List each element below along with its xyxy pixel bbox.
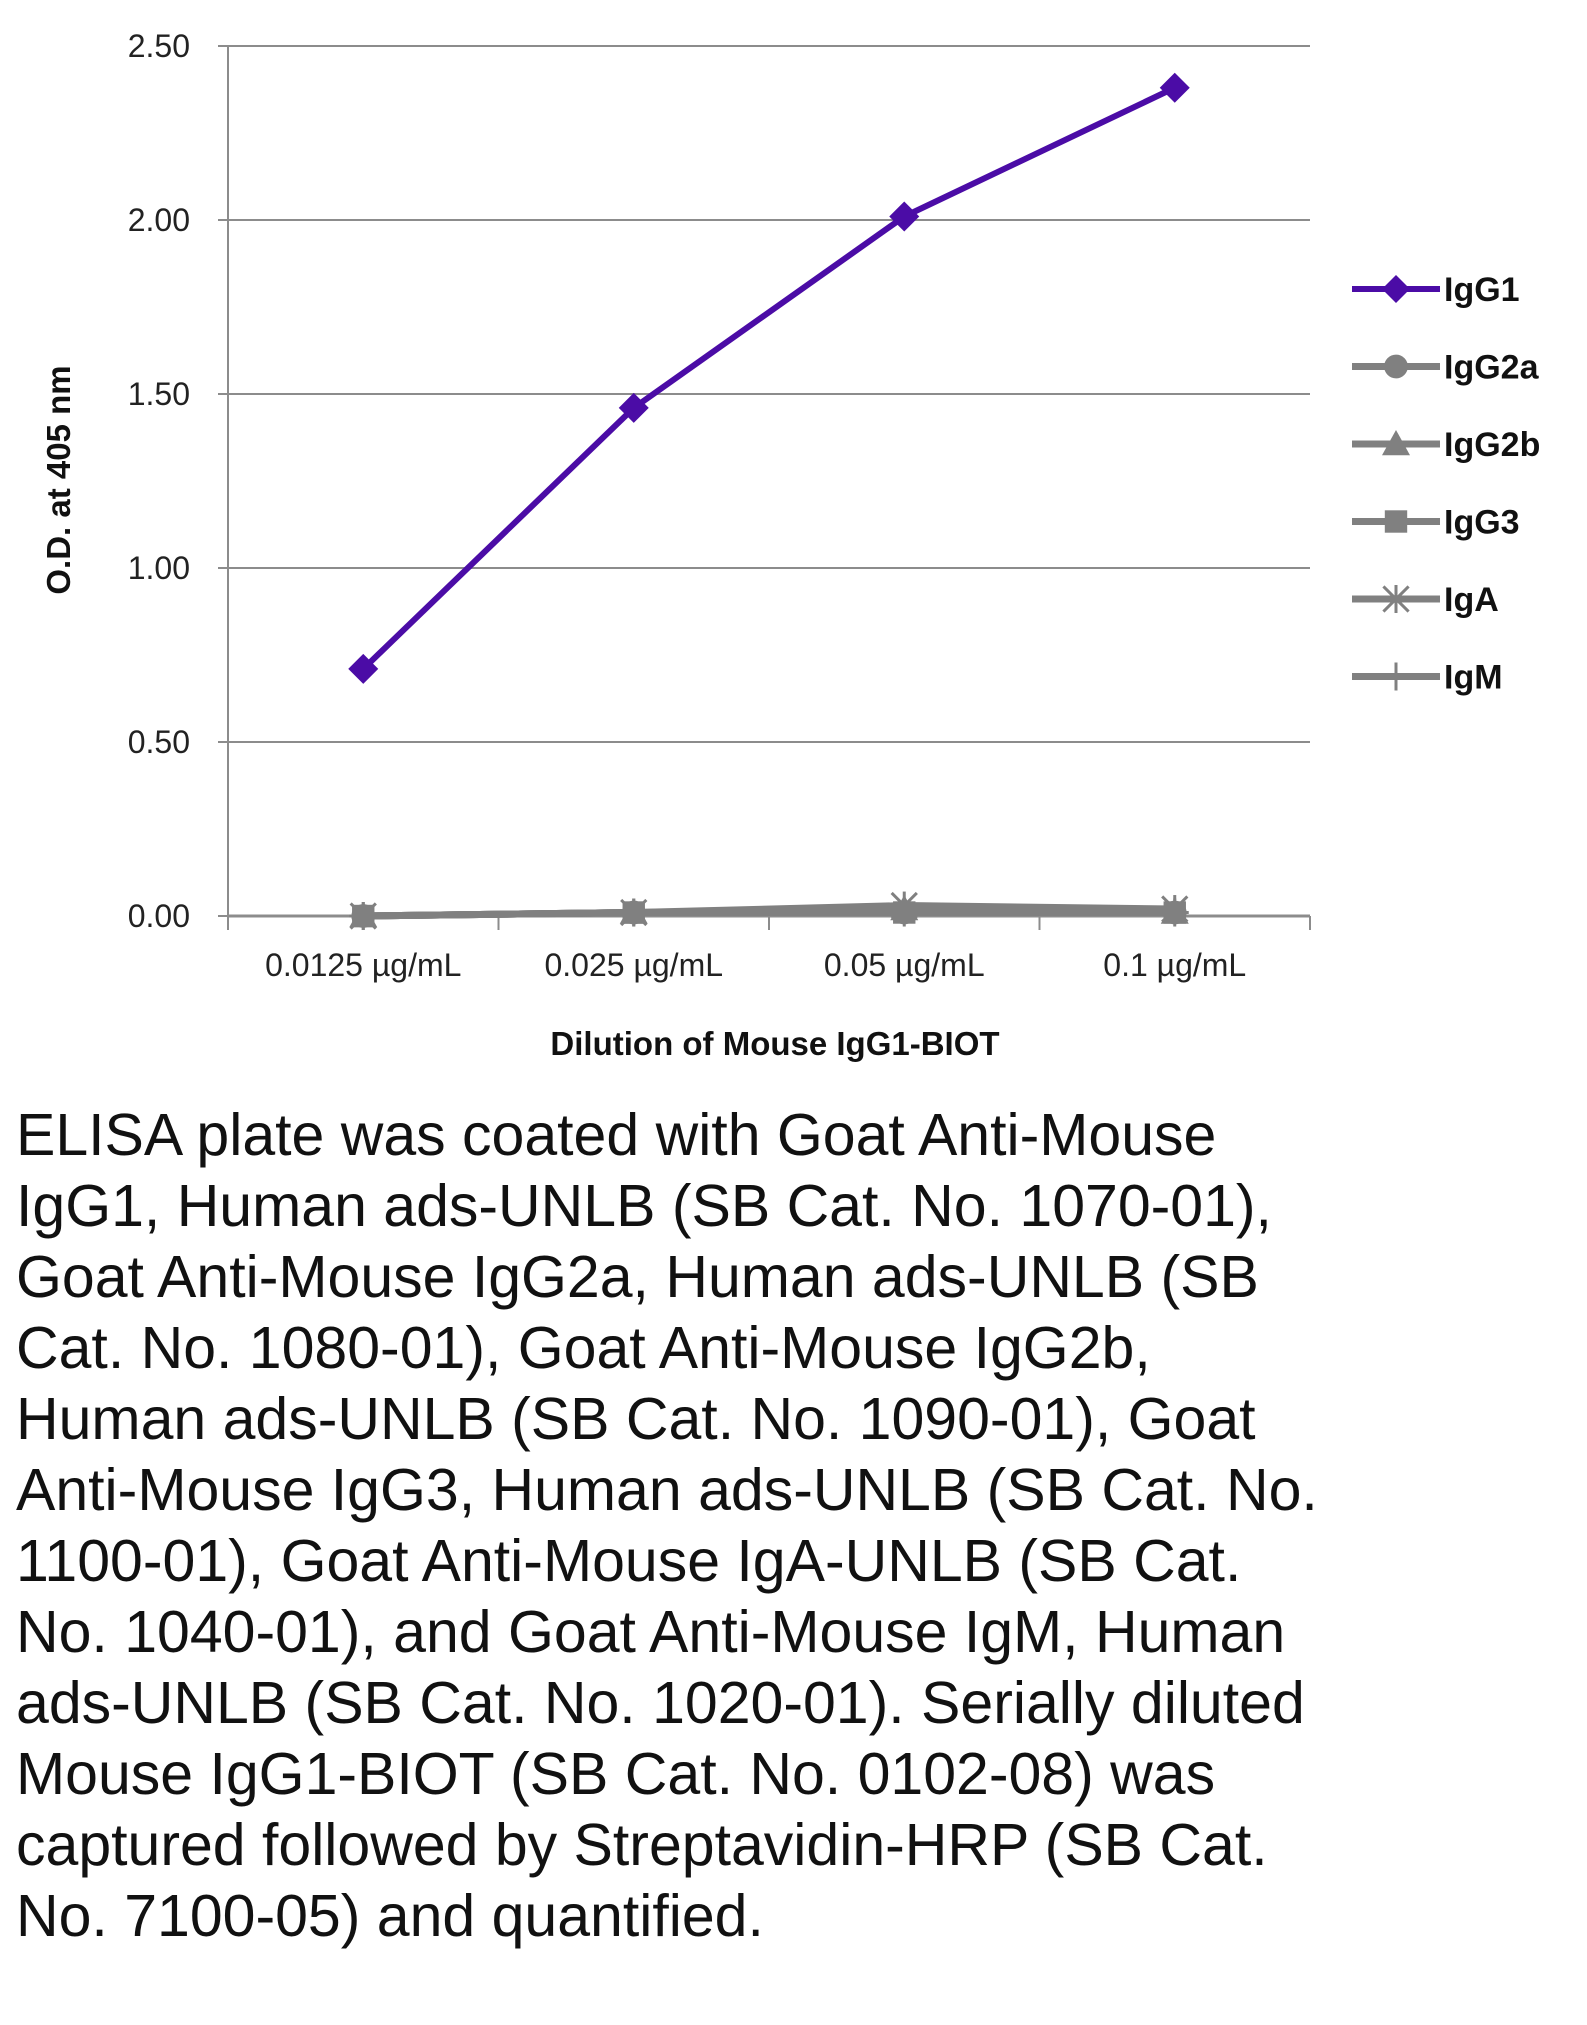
series-igg1-point <box>618 392 649 423</box>
legend-item-igm: IgM <box>1352 659 1503 697</box>
series <box>348 72 1190 930</box>
x-tick-label: 0.05 µg/mL <box>824 947 985 983</box>
legend-item-igm-label: IgM <box>1444 659 1503 697</box>
legend-item-iga-marker <box>1382 585 1410 613</box>
legend-item-iga: IgA <box>1352 581 1499 619</box>
legend-item-igg2a-label: IgG2a <box>1444 349 1540 387</box>
y-tick-label: 1.00 <box>128 550 190 586</box>
y-axis-title: O.D. at 405 nm <box>40 365 77 594</box>
legend-item-igg2a: IgG2a <box>1352 349 1540 387</box>
y-tick-label: 1.50 <box>128 376 190 412</box>
legend-item-iga-label: IgA <box>1444 581 1499 619</box>
series-igg1-line <box>360 84 1178 672</box>
legend-item-igg2b-label: IgG2b <box>1444 426 1540 464</box>
legend: IgG1 IgG2a IgG2b IgG3 IgA IgM <box>1352 271 1540 697</box>
y-tick-label: 2.00 <box>128 202 190 238</box>
gridlines <box>228 45 1310 917</box>
axes: 0.00 0.50 1.00 1.50 2.00 2.50 0.0125 µg/mL 0.02… <box>128 28 1311 983</box>
legend-item-igg1: IgG1 <box>1352 271 1520 309</box>
legend-item-igm-marker <box>1382 662 1410 691</box>
series-igm-point <box>619 898 648 927</box>
elisa-line-chart: 0.00 0.50 1.00 1.50 2.00 2.50 0.0125 µg/mL 0.02… <box>40 28 1540 1062</box>
legend-item-igg2b: IgG2b <box>1352 426 1540 464</box>
series-igg1-point <box>1159 72 1190 103</box>
legend-item-igg1-marker <box>1382 275 1410 303</box>
y-tick-label: 2.50 <box>128 28 190 64</box>
figure-caption: ELISA plate was coated with Goat Anti-Mo… <box>16 1102 1318 1949</box>
legend-item-igg3-marker <box>1384 510 1408 533</box>
series-igm <box>349 898 1189 930</box>
legend-item-igg2a-marker <box>1384 354 1408 379</box>
legend-item-igg3: IgG3 <box>1352 504 1520 542</box>
series-igg1-point <box>348 653 379 684</box>
legend-item-igg3-label: IgG3 <box>1444 504 1520 542</box>
series-igm-point <box>349 902 378 930</box>
y-tick-label: 0.50 <box>128 724 190 760</box>
x-tick-label: 0.0125 µg/mL <box>265 947 461 983</box>
y-tick-label: 0.00 <box>128 898 190 934</box>
x-tick-label: 0.025 µg/mL <box>544 947 723 983</box>
legend-item-igg2b-marker <box>1382 430 1410 456</box>
x-tick-label: 0.1 µg/mL <box>1103 947 1246 983</box>
legend-item-igg1-label: IgG1 <box>1444 271 1520 309</box>
x-axis-title: Dilution of Mouse IgG1-BIOT <box>550 1025 999 1062</box>
series-igg1-point <box>889 201 920 232</box>
series-igm-line <box>359 909 1179 920</box>
series-igm-point <box>1160 898 1189 927</box>
series-igg1 <box>348 72 1190 684</box>
series-igm-point <box>890 898 919 927</box>
